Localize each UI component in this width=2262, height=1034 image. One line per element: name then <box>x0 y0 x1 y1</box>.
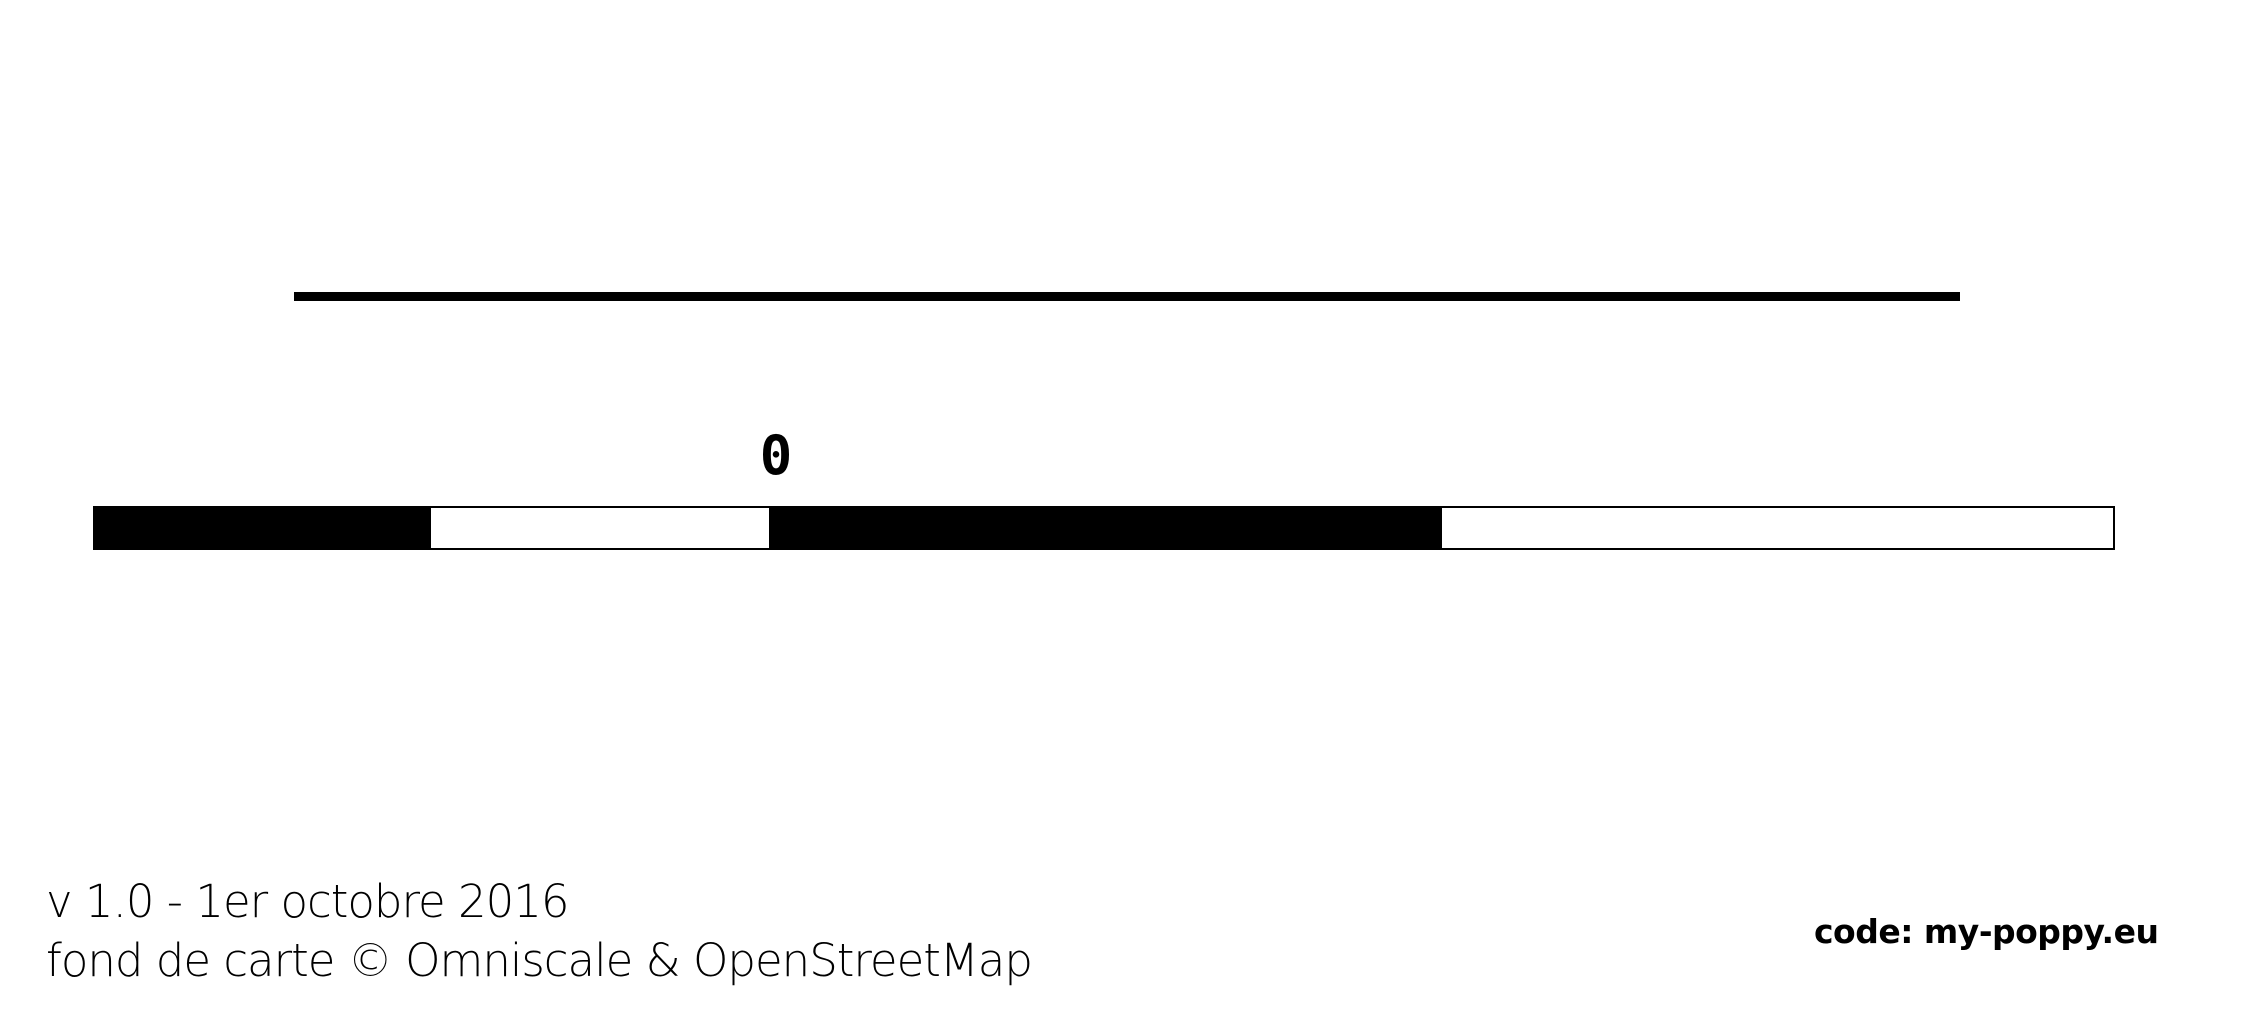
scale-segment-4 <box>1442 508 2113 548</box>
scale-segment-3 <box>769 508 1442 548</box>
scale-segment-1 <box>95 508 431 548</box>
scale-bar <box>93 506 2115 550</box>
version-text: v 1.0 - 1er octobre 2016 <box>46 875 570 928</box>
code-credit: code: my-poppy.eu <box>1814 912 2159 951</box>
scale-segment-2 <box>431 508 769 548</box>
scale-zero-label: 0 <box>759 424 793 487</box>
title-underline-rule <box>294 292 1960 301</box>
footer-credits: v 1.0 - 1er octobre 2016 fond de carte ©… <box>46 872 1033 990</box>
attribution-text: fond de carte © Omniscale & OpenStreetMa… <box>46 934 1033 987</box>
